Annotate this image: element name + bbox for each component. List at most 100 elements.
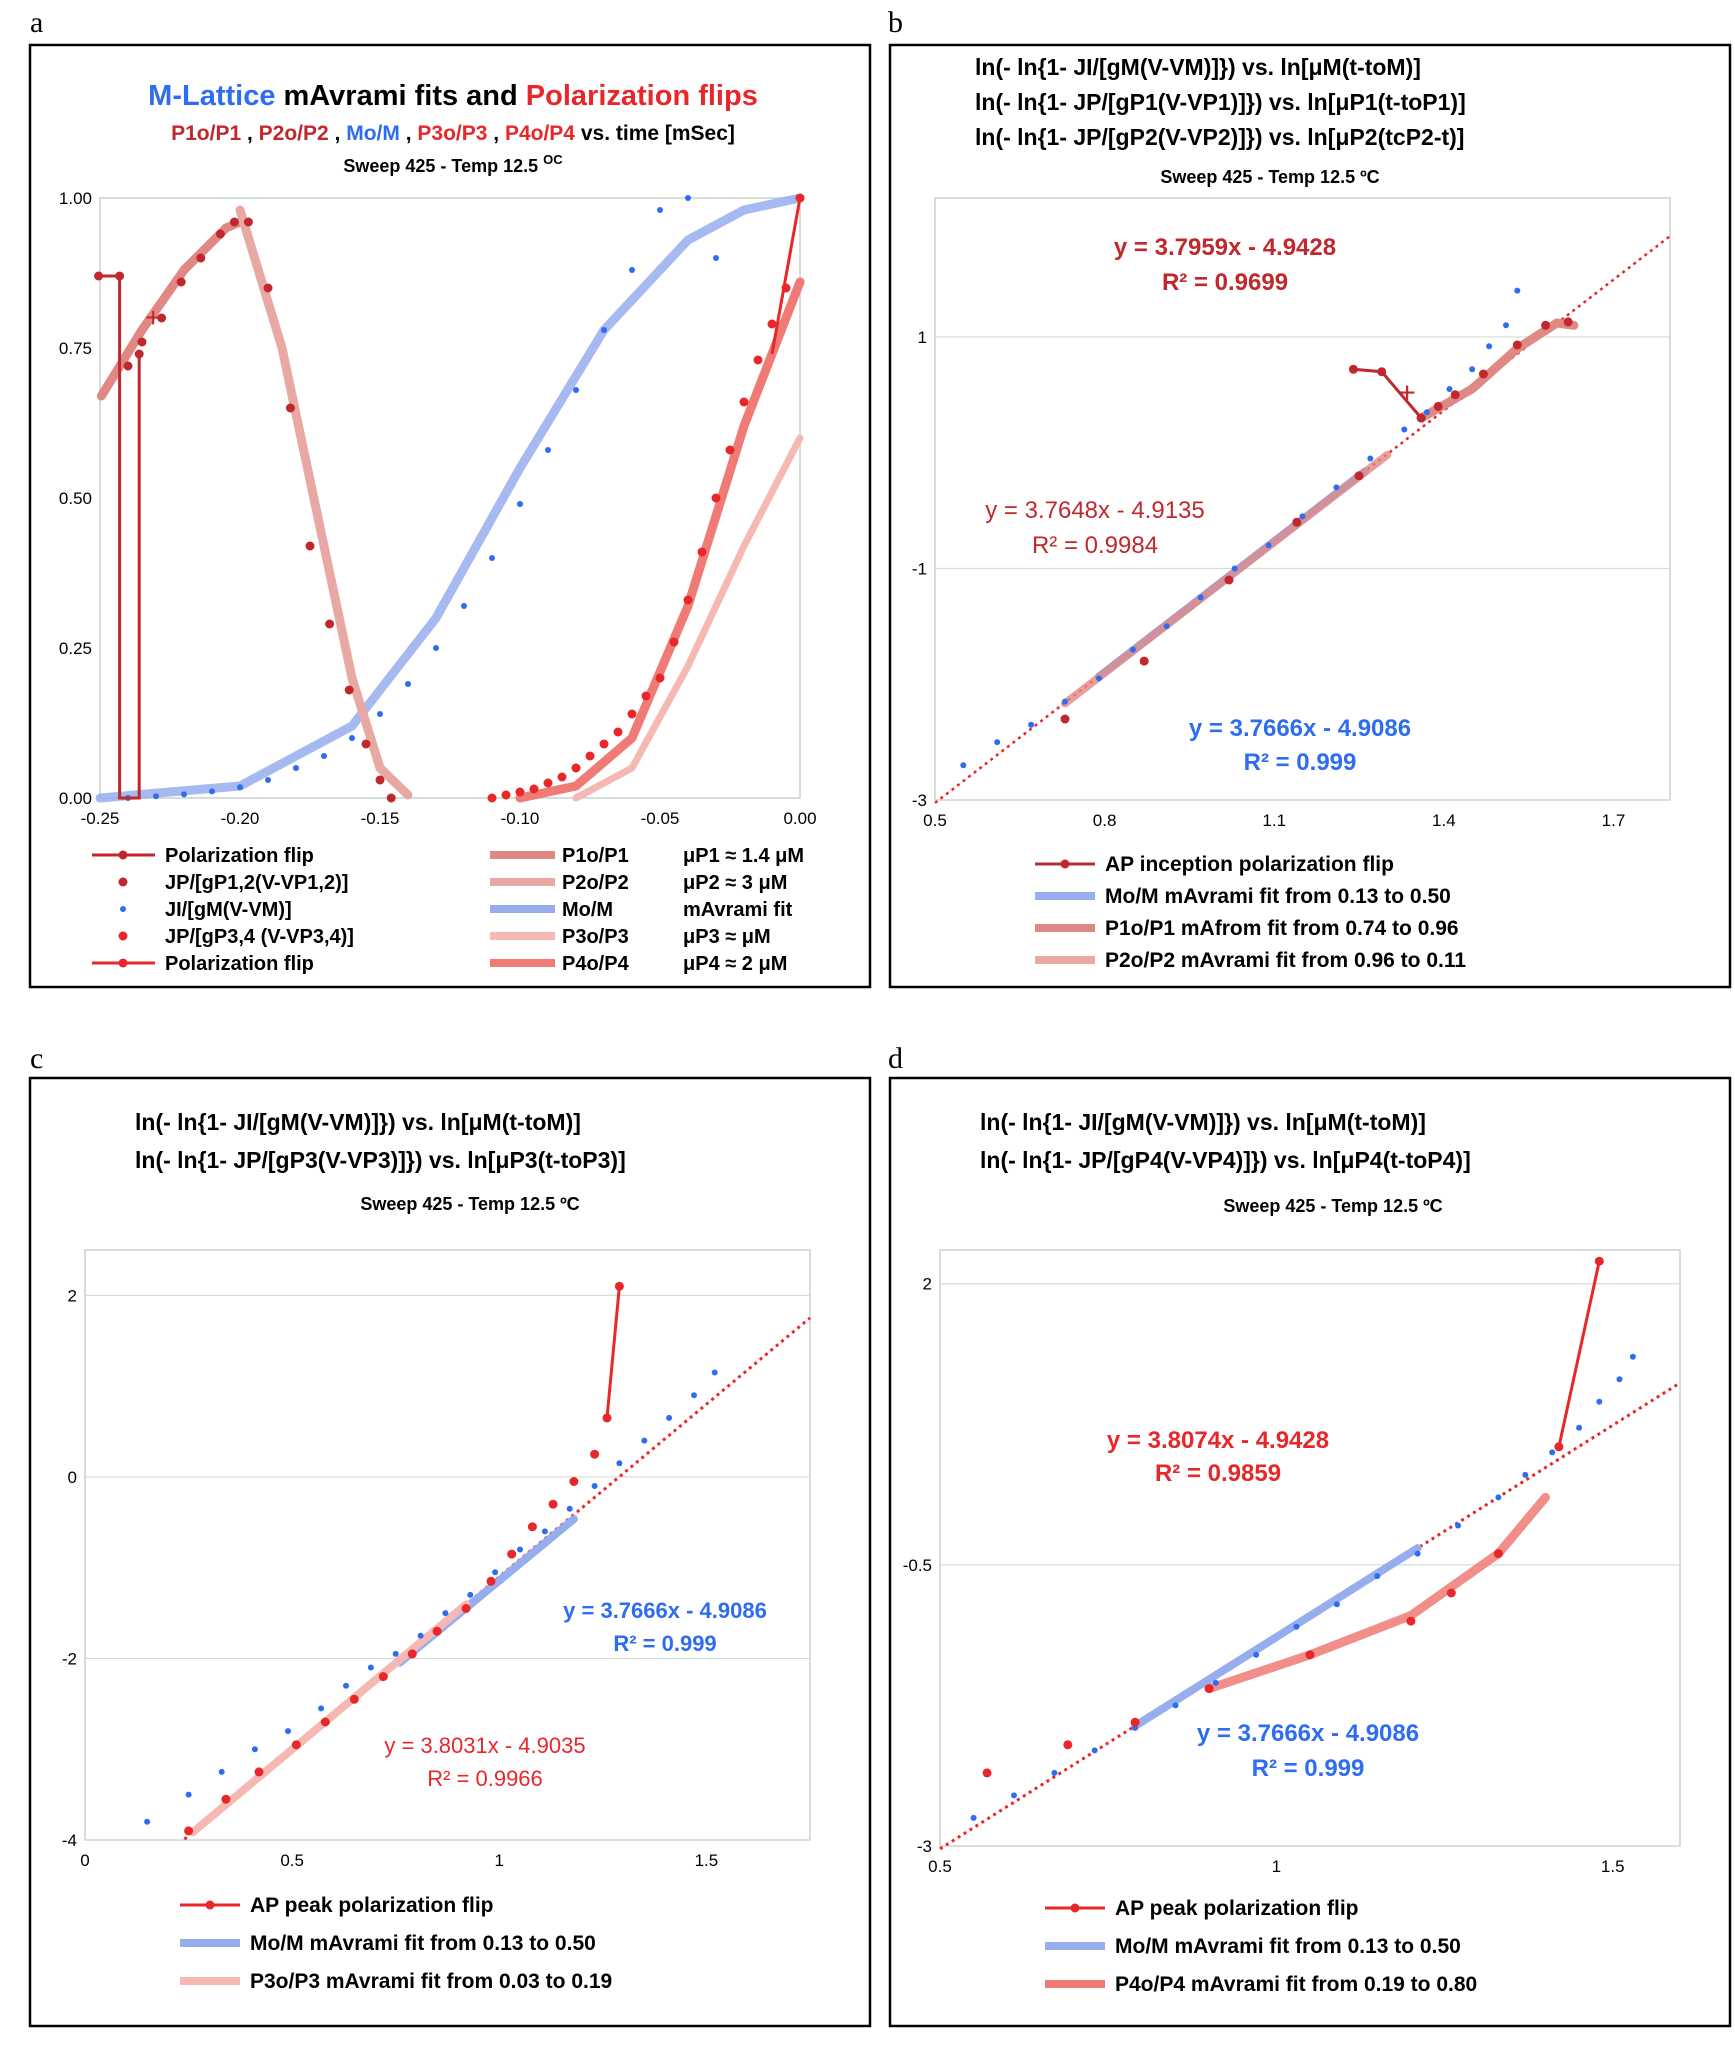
p34-data-point — [557, 772, 567, 782]
x-tick-label: 1.5 — [1601, 1857, 1625, 1876]
p4-data-point — [1063, 1740, 1073, 1750]
x-tick-label: 1.4 — [1432, 811, 1456, 830]
fit-mo-m — [1131, 1544, 1422, 1730]
m-data-point — [1212, 1679, 1219, 1686]
m-data-point — [685, 195, 691, 201]
p4-data-point — [1406, 1616, 1416, 1626]
m-data-point — [1486, 343, 1493, 350]
p12-data-point — [176, 277, 186, 287]
legend-label: JP/[gP1,2(V-VP1,2)] — [165, 872, 348, 894]
panel-b-title-2: ln(- ln{1- JP/[gP1(V-VP1)]}) vs. ln[μP1(… — [975, 89, 1466, 115]
p3-data-point — [569, 1477, 579, 1486]
flip-marker — [94, 271, 104, 281]
polarization-flip-p34 — [770, 197, 802, 355]
panel-c-plot: -4 -2 0 2 0 0.5 1 1.5 y = 3.7666x - 4.9086 R² = 0… — [62, 1249, 811, 1870]
p34-data-point — [711, 493, 721, 503]
p-data-point — [1354, 471, 1364, 481]
legend-label: JP/[gP3,4 (V-VP3,4)] — [165, 926, 354, 948]
x-tick-label: -0.20 — [221, 809, 260, 828]
panel-d-legend: AP peak polarization flip Mo/M mAvrami fi… — [1045, 1897, 1477, 1996]
x-tick-label: 1.1 — [1262, 811, 1286, 830]
p34-data-point — [585, 751, 595, 761]
p12-data-point — [123, 361, 133, 371]
panel-c-title-2: ln(- ln{1- JP/[gP3(V-VP3)]}) vs. ln[μP3(… — [135, 1147, 626, 1173]
x-tick-label: -0.25 — [81, 809, 120, 828]
r2-m: R² = 0.999 — [613, 1631, 716, 1656]
p12-data-point — [386, 793, 396, 803]
p34-data-point — [683, 595, 693, 605]
sub-rest: vs. time [mSec] — [575, 122, 735, 145]
sub-sep4: , — [487, 122, 505, 145]
panel-d-sweep: Sweep 425 - Temp 12.5 ºC — [1223, 1196, 1442, 1216]
legend-label: P1o/P1 mAfrom fit from 0.74 to 0.96 — [1105, 917, 1459, 940]
legend-label: AP peak polarization flip — [1115, 1897, 1359, 1920]
x-tick-label: 1 — [495, 1851, 504, 1870]
equation-p2: y = 3.7959x - 4.9428 — [1114, 234, 1336, 261]
m-data-point — [1423, 409, 1430, 416]
m-data-point — [343, 1682, 349, 1689]
legend-sublabel: μP2 ≈ 3 μM — [683, 872, 787, 894]
equation-m: y = 3.7666x - 4.9086 — [1189, 715, 1411, 742]
legend-label: Polarization flip — [165, 953, 314, 975]
m-data-point — [1414, 1550, 1421, 1557]
p12-data-point — [263, 283, 273, 293]
legend-label: Mo/M mAvrami fit from 0.13 to 0.50 — [1105, 885, 1451, 908]
sweep-a-text: Sweep 425 - Temp 12.5 — [343, 156, 543, 176]
m-data-point — [209, 788, 215, 795]
p3-data-point — [461, 1604, 471, 1613]
trendline-m — [939, 1381, 1681, 1851]
m-data-point — [566, 1505, 573, 1512]
m-data-point — [1374, 1573, 1381, 1580]
m-data-point — [251, 1746, 258, 1753]
x-tick-label: 0.5 — [928, 1857, 952, 1876]
m-data-point — [545, 447, 551, 453]
y-tick-label: -4 — [62, 1831, 77, 1850]
p4-data-point — [1130, 1717, 1140, 1727]
m-data-point — [318, 1705, 325, 1712]
m-data-point — [711, 1369, 718, 1376]
flip-marker — [134, 349, 144, 359]
series-p4-fit — [515, 277, 805, 803]
x-tick-label: 0.8 — [1093, 811, 1117, 830]
p3-data-point — [486, 1576, 496, 1586]
sub-sep2: , — [329, 122, 347, 145]
flip-marker — [1377, 367, 1387, 377]
panel-b-label: b — [888, 6, 903, 39]
p34-data-point — [739, 397, 749, 407]
p34-data-point — [753, 355, 763, 365]
panel-b-title-3: ln(- ln{1- JP/[gP2(V-VP2)]}) vs. ln[μP2(… — [975, 124, 1464, 150]
panel-b-plot: -3 -1 1 0.5 0.8 1.1 1.4 1.7 + y = 3.7959x - 4.942… — [912, 197, 1671, 830]
panel-c-legend: AP peak polarization flip Mo/M mAvrami fi… — [180, 1894, 612, 1993]
p12-data-point — [196, 253, 206, 263]
y-tick-label: 0.75 — [59, 339, 92, 358]
m-data-point — [442, 1610, 449, 1617]
equation-p1: y = 3.7648x - 4.9135 — [985, 497, 1205, 524]
m-data-point — [349, 735, 355, 741]
m-data-point — [1197, 594, 1204, 601]
legend-label: AP inception polarization flip — [1105, 853, 1394, 876]
m-data-point — [1522, 1471, 1529, 1478]
p34-data-point — [487, 793, 497, 803]
m-data-point — [1062, 698, 1068, 705]
sub-p3: P3o/P3 — [417, 122, 487, 145]
fit-p3 — [188, 1600, 471, 1837]
p4-data-point — [1446, 1588, 1456, 1598]
x-tick-label: -0.15 — [361, 809, 400, 828]
m-data-point — [1495, 1494, 1502, 1501]
sub-p1: P1o/P1 — [171, 122, 241, 145]
panel-c-frame — [28, 1076, 872, 2028]
legend-label: P2o/P2 — [562, 872, 629, 894]
p-data-point — [1060, 714, 1070, 724]
x-tick-label: 0 — [80, 1851, 89, 1870]
p34-data-point — [725, 445, 735, 455]
p34-data-point — [571, 763, 581, 773]
m-data-point — [1129, 646, 1136, 653]
m-data-point — [293, 765, 299, 771]
panel-a-label: a — [30, 6, 43, 39]
series-p3-fit — [572, 434, 804, 802]
m-data-point — [1401, 426, 1408, 433]
m-data-point — [1333, 1601, 1340, 1608]
m-data-point — [185, 1791, 192, 1798]
sub-m: Mo/M — [346, 122, 400, 145]
